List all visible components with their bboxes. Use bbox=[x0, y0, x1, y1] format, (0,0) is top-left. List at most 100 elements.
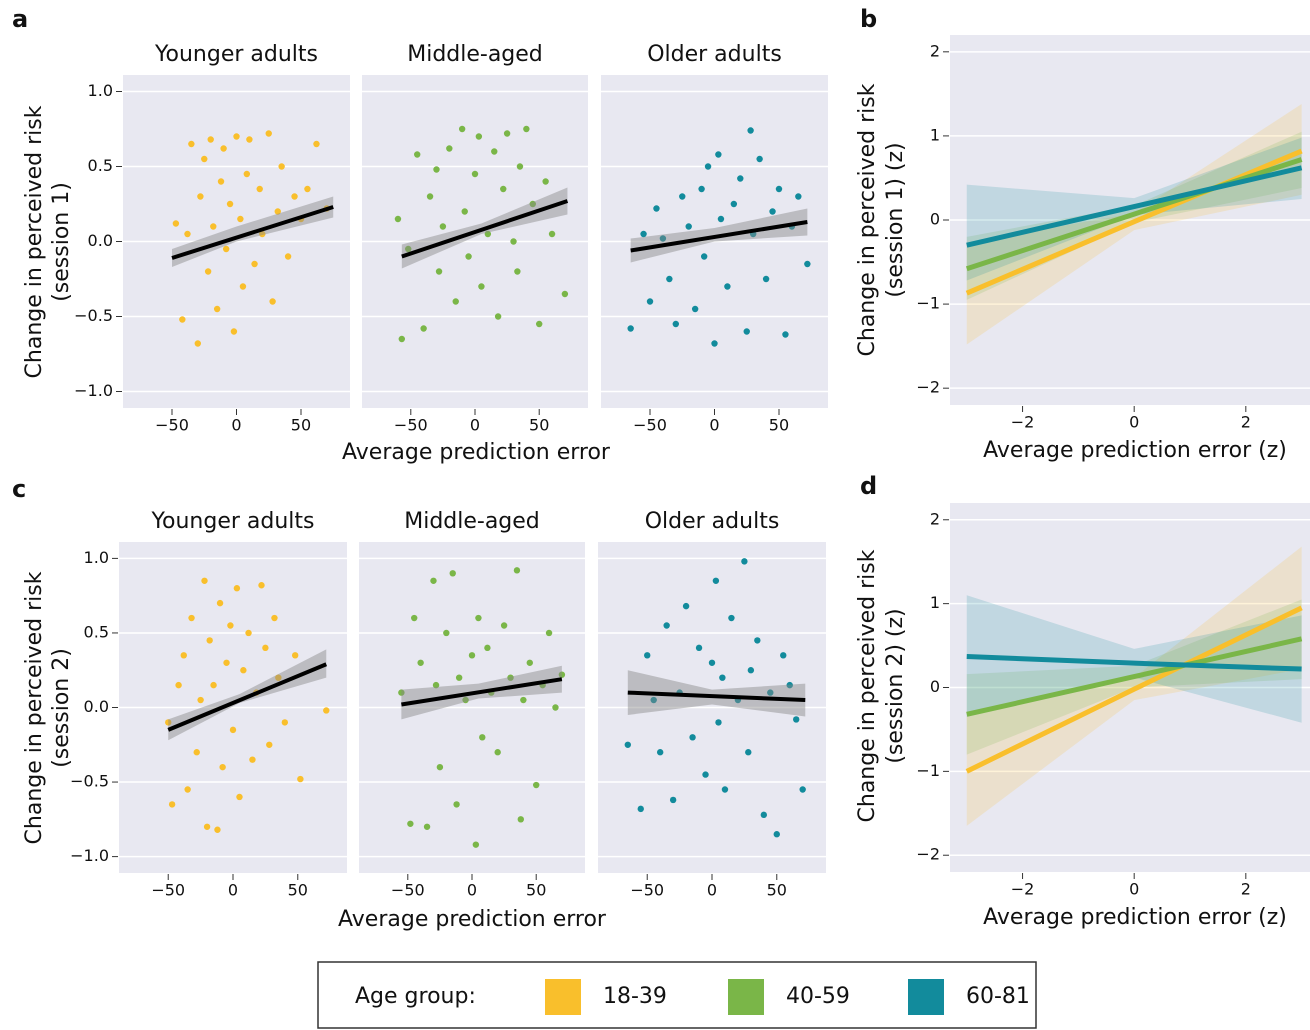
point bbox=[230, 328, 238, 335]
y-tick-label: 1.0 bbox=[88, 81, 113, 100]
point bbox=[627, 325, 634, 332]
point bbox=[258, 582, 265, 589]
point bbox=[545, 629, 553, 637]
y-tick-label: 2 bbox=[930, 509, 940, 528]
point bbox=[804, 260, 811, 268]
point bbox=[747, 667, 755, 674]
point bbox=[704, 163, 712, 170]
point bbox=[775, 185, 783, 193]
point bbox=[269, 298, 276, 305]
point bbox=[523, 125, 530, 133]
x-tick-label: 50 bbox=[529, 416, 549, 435]
point bbox=[737, 175, 744, 182]
y-tick-label: −1.0 bbox=[74, 381, 113, 400]
point bbox=[548, 230, 556, 238]
point bbox=[184, 230, 191, 238]
point bbox=[266, 741, 273, 748]
point bbox=[194, 340, 202, 347]
point bbox=[210, 223, 217, 230]
point bbox=[207, 136, 214, 143]
facet-title: Younger adults bbox=[154, 42, 318, 67]
x-axis-label: Average prediction error bbox=[342, 440, 611, 465]
point bbox=[430, 577, 437, 584]
point bbox=[780, 652, 787, 659]
point bbox=[756, 155, 763, 163]
point bbox=[552, 704, 559, 711]
point bbox=[644, 652, 651, 659]
point bbox=[291, 652, 299, 659]
point bbox=[533, 781, 540, 789]
y-tick-label: 0.5 bbox=[84, 622, 109, 641]
point bbox=[259, 230, 266, 238]
y-tick-label: 2 bbox=[930, 41, 940, 60]
fit-line bbox=[167, 662, 328, 732]
x-tick-label: −2 bbox=[1011, 413, 1035, 432]
point bbox=[237, 215, 244, 223]
point bbox=[666, 275, 673, 283]
regression-line bbox=[966, 165, 1303, 248]
y-tick-label: −0.5 bbox=[74, 306, 113, 325]
point bbox=[265, 130, 272, 137]
legend-label: 40-59 bbox=[786, 984, 850, 1009]
point bbox=[206, 637, 213, 644]
point bbox=[461, 208, 468, 215]
point bbox=[747, 127, 754, 134]
point bbox=[715, 719, 722, 726]
point bbox=[175, 681, 182, 689]
point bbox=[695, 644, 703, 652]
point bbox=[650, 696, 657, 704]
y-tick-label: 1.0 bbox=[84, 548, 109, 567]
point bbox=[510, 238, 517, 245]
legend-label: 18-39 bbox=[603, 984, 667, 1009]
point bbox=[516, 163, 524, 170]
x-tick-label: 0 bbox=[1129, 880, 1139, 899]
point bbox=[443, 629, 450, 637]
point bbox=[491, 148, 498, 155]
point bbox=[717, 215, 725, 223]
x-axis-label: Average prediction error bbox=[338, 907, 607, 932]
point bbox=[702, 771, 709, 778]
point bbox=[708, 659, 716, 666]
point bbox=[659, 235, 667, 242]
point bbox=[281, 719, 289, 726]
point bbox=[274, 208, 281, 215]
point bbox=[730, 200, 738, 208]
point bbox=[222, 245, 230, 253]
point bbox=[398, 335, 406, 343]
point bbox=[719, 674, 726, 681]
point bbox=[767, 689, 774, 696]
point bbox=[219, 763, 226, 771]
point bbox=[465, 253, 472, 260]
point bbox=[689, 734, 696, 741]
point bbox=[210, 681, 217, 689]
point bbox=[216, 599, 224, 607]
point bbox=[197, 696, 204, 704]
point bbox=[217, 178, 225, 185]
point bbox=[520, 696, 527, 704]
point bbox=[653, 205, 660, 212]
point bbox=[439, 223, 447, 230]
point bbox=[251, 260, 258, 268]
fit-line bbox=[401, 677, 563, 707]
point bbox=[452, 298, 459, 305]
point bbox=[536, 320, 543, 328]
x-tick-label: 50 bbox=[288, 881, 308, 900]
x-tick-label: 0 bbox=[467, 881, 477, 900]
x-tick-label: 50 bbox=[769, 416, 789, 435]
point bbox=[245, 629, 252, 637]
point bbox=[201, 577, 208, 584]
legend-label: 60-81 bbox=[966, 984, 1030, 1009]
fit-line bbox=[627, 690, 806, 703]
point bbox=[323, 707, 330, 714]
fit-line bbox=[171, 205, 334, 260]
point bbox=[624, 741, 631, 748]
point bbox=[663, 622, 670, 629]
point bbox=[213, 305, 221, 313]
x-tick-label: −50 bbox=[151, 881, 185, 900]
point bbox=[494, 313, 502, 320]
y-axis-label: Change in perceived risk bbox=[22, 105, 47, 378]
y-tick-label: 0.0 bbox=[84, 697, 109, 716]
point bbox=[179, 316, 186, 323]
y-tick-label: 0 bbox=[930, 210, 940, 229]
point bbox=[420, 325, 427, 332]
